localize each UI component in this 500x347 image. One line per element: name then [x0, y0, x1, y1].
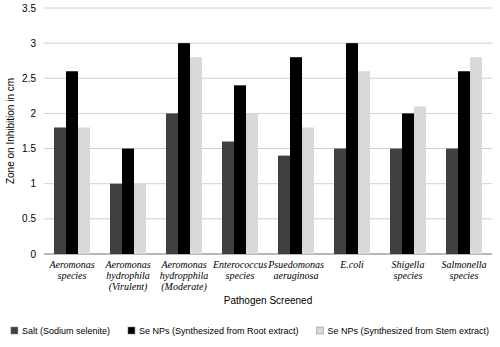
- legend-swatch: [128, 327, 135, 334]
- category-line: species: [394, 270, 423, 281]
- grid-line: [44, 78, 492, 79]
- bar: [358, 71, 370, 254]
- legend-label: Se NPs (Synthesized from Root extract): [139, 326, 299, 336]
- bar: [246, 113, 258, 254]
- category-line: aeruginosa: [274, 270, 319, 281]
- bar: [234, 85, 246, 254]
- bar: [446, 149, 458, 254]
- category-line: E.coli: [339, 259, 364, 270]
- bar: [402, 113, 414, 254]
- legend-swatch: [317, 327, 324, 334]
- tick-label: 0: [30, 249, 36, 260]
- bar: [122, 149, 134, 254]
- category-line: Enterococcus: [212, 259, 267, 270]
- tick-label: 2.5: [22, 73, 36, 84]
- category-label: Enterococcusspecies: [212, 259, 267, 281]
- bar: [470, 57, 482, 254]
- bar: [110, 184, 122, 254]
- legend-swatch: [11, 327, 18, 334]
- category-line: Shigella: [392, 259, 425, 270]
- category-line: species: [58, 270, 87, 281]
- tick-label: 2: [30, 108, 36, 119]
- tick-label: 0.5: [22, 213, 36, 224]
- category-line: hydrophila: [106, 270, 150, 281]
- bar: [134, 184, 146, 254]
- category-label: Aeromonashydrophila(Virulent): [104, 259, 150, 293]
- bar: [278, 156, 290, 254]
- category-label: Psuedomonasaeruginosa: [267, 259, 324, 281]
- bar: [54, 127, 66, 254]
- bar: [66, 71, 78, 254]
- tick-label: 3: [30, 38, 36, 49]
- category-line: species: [226, 270, 255, 281]
- tick-label: 3.5: [22, 3, 36, 14]
- bar: [290, 57, 302, 254]
- category-line: (Virulent): [109, 281, 148, 293]
- grid-line: [44, 8, 492, 9]
- category-line: hydropphila: [160, 270, 209, 281]
- category-line: Salmonella: [442, 259, 487, 270]
- category-label: Aeromonashydropphila(Moderate): [160, 259, 209, 293]
- bar: [414, 106, 426, 254]
- category-line: (Moderate): [161, 281, 207, 293]
- category-line: Aeromonas: [160, 259, 206, 270]
- bar: [222, 142, 234, 254]
- legend-label: Salt (Sodium selenite): [22, 326, 110, 336]
- bar: [346, 43, 358, 254]
- category-line: species: [450, 270, 479, 281]
- bar: [190, 57, 202, 254]
- category-line: Psuedomonas: [267, 259, 324, 270]
- chart: 00.511.522.533.5AeromonasspeciesAeromona…: [0, 0, 500, 347]
- bar: [334, 149, 346, 254]
- category-label: Aeromonasspecies: [48, 259, 94, 281]
- category-label: Shigellaspecies: [392, 259, 425, 281]
- tick-label: 1: [30, 178, 36, 189]
- bars: [54, 43, 482, 254]
- bar: [178, 43, 190, 254]
- category-line: Aeromonas: [48, 259, 94, 270]
- y-axis-label: Zone on Inhibition in cm: [5, 78, 16, 184]
- x-axis-label: Pathogen Screened: [224, 295, 312, 306]
- category-line: Aeromonas: [104, 259, 150, 270]
- bar: [302, 127, 314, 254]
- category-label: Salmonellaspecies: [442, 259, 487, 281]
- bar: [166, 113, 178, 254]
- bar: [78, 127, 90, 254]
- legend: Salt (Sodium selenite) Se NPs (Synthesize…: [11, 326, 489, 336]
- grid-line: [44, 43, 492, 44]
- legend-label: Se NPs (Synthesized from Stem extract): [328, 326, 490, 336]
- bar: [390, 149, 402, 254]
- tick-label: 1.5: [22, 143, 36, 154]
- bar: [458, 71, 470, 254]
- category-label: E.coli: [339, 259, 364, 270]
